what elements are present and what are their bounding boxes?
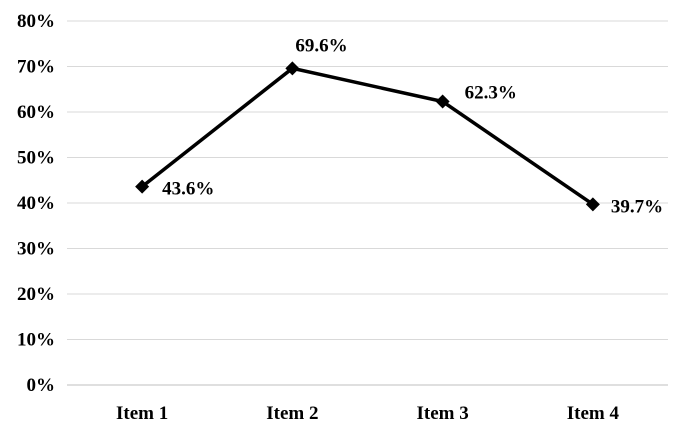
- series-line: [141, 66, 594, 206]
- x-category-label: Item 2: [266, 403, 318, 422]
- x-category-label: Item 4: [567, 403, 620, 422]
- data-label: 39.7%: [611, 196, 663, 217]
- data-labels: 43.6% 69.6% 62.3% 39.7%: [162, 35, 663, 217]
- y-tick-label: 50%: [17, 148, 55, 169]
- series-line-path: [141, 66, 594, 206]
- y-axis-tick-labels: 0% 10% 20% 30% 40% 50% 60% 70% 80%: [17, 11, 55, 396]
- diamond-marker: [285, 61, 300, 76]
- y-tick-label: 60%: [17, 102, 55, 123]
- data-label: 62.3%: [465, 83, 517, 104]
- y-tick-label: 30%: [17, 239, 55, 260]
- y-tick-label: 80%: [17, 11, 55, 32]
- y-tick-label: 0%: [27, 375, 56, 396]
- x-axis-category-labels: Item 1 Item 2 Item 3 Item 4: [116, 403, 619, 422]
- data-label: 43.6%: [162, 179, 214, 200]
- diamond-marker: [585, 197, 600, 212]
- gridlines: [67, 20, 668, 340]
- y-tick-label: 70%: [17, 57, 55, 78]
- x-category-label: Item 1: [116, 403, 168, 422]
- x-category-label: Item 3: [417, 403, 469, 422]
- y-tick-label: 20%: [17, 284, 55, 305]
- y-tick-label: 40%: [17, 193, 55, 214]
- series-markers: [135, 61, 600, 212]
- data-label: 69.6%: [295, 35, 347, 56]
- y-tick-label: 10%: [17, 330, 55, 351]
- diamond-marker: [435, 94, 450, 109]
- diamond-marker: [135, 179, 150, 194]
